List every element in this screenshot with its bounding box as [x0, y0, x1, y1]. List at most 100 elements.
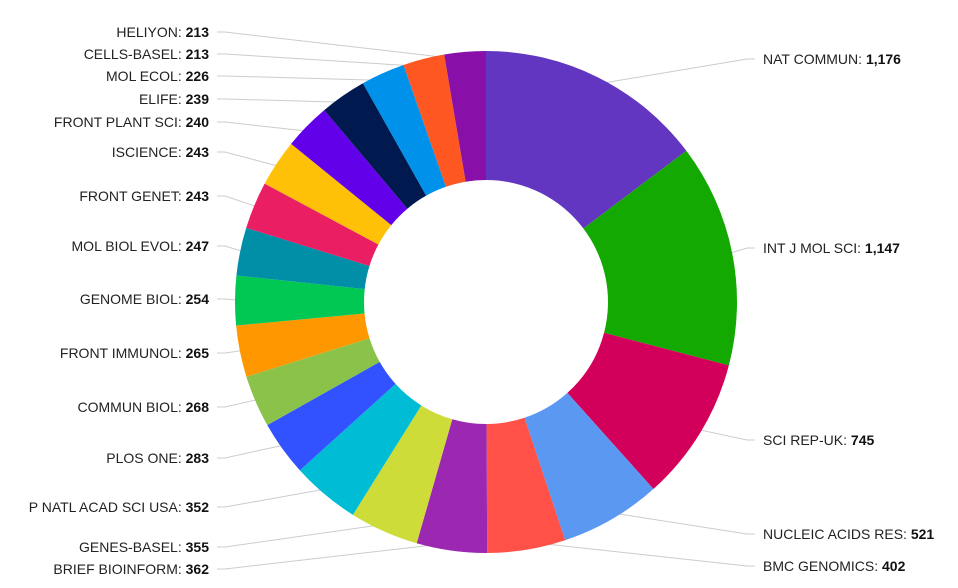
data-label-separator: :: [178, 46, 186, 62]
donut-slice-sci-rep-uk[interactable]: [567, 332, 729, 490]
data-label-value: 402: [882, 558, 906, 574]
data-label-separator: :: [178, 68, 186, 84]
data-label-separator: :: [874, 558, 882, 574]
leader-line: [217, 121, 313, 133]
donut-slice-cells-basel[interactable]: [403, 54, 466, 187]
data-label-separator: :: [858, 51, 866, 67]
donut-slice-front-genet[interactable]: [246, 183, 379, 266]
donut-slice-mol-ecol[interactable]: [362, 64, 446, 196]
data-label: HELIYON: 213: [116, 24, 209, 40]
data-label-category: BMC GENOMICS: [763, 558, 874, 574]
donut-slice-plos-one[interactable]: [267, 361, 396, 471]
data-label-separator: :: [857, 240, 865, 256]
donut-slice-genome-biol[interactable]: [235, 275, 365, 326]
data-label: MOL ECOL: 226: [106, 68, 209, 84]
data-label-value: 268: [186, 399, 210, 415]
donut-slice-p-natl-acad-sci-usa[interactable]: [299, 383, 422, 515]
data-label: GENOME BIOL: 254: [80, 291, 209, 307]
data-label-value: 745: [851, 432, 875, 448]
leader-line: [217, 397, 264, 408]
donut-slice-nucleic-acids-res[interactable]: [524, 392, 654, 541]
data-label: NAT COMMUN: 1,176: [763, 51, 901, 67]
data-label-value: 355: [186, 539, 210, 555]
data-label-separator: :: [178, 539, 186, 555]
data-label: FRONT PLANT SCI: 240: [54, 114, 209, 130]
leader-line: [217, 98, 348, 103]
data-label-category: FRONT IMMUNOL: [60, 345, 178, 361]
data-label-value: 265: [186, 345, 210, 361]
leader-line: [217, 195, 262, 209]
donut-slice-front-plant-sci[interactable]: [291, 110, 408, 226]
data-label-value: 1,176: [866, 51, 901, 67]
donut-slice-commun-biol[interactable]: [246, 338, 380, 426]
data-label-category: GENOME BIOL: [80, 291, 178, 307]
data-label: PLOS ONE: 283: [106, 450, 209, 466]
data-label: ELIFE: 239: [139, 91, 209, 107]
data-label: SCI REP-UK: 745: [763, 432, 874, 448]
data-label-value: 240: [186, 114, 210, 130]
data-label-separator: :: [843, 432, 851, 448]
data-label: NUCLEIC ACIDS RES: 521: [763, 526, 934, 542]
data-label-category: ELIFE: [139, 91, 178, 107]
data-label-value: 243: [186, 144, 210, 160]
data-label-separator: :: [903, 526, 911, 542]
donut-slice-genes-basel[interactable]: [352, 405, 453, 544]
data-label-value: 254: [186, 291, 210, 307]
data-label-category: FRONT GENET: [79, 188, 180, 204]
donut-slice-iscience[interactable]: [264, 143, 392, 245]
data-label-category: CELLS-BASEL: [84, 46, 178, 62]
leader-line: [594, 58, 755, 85]
data-label: FRONT IMMUNOL: 265: [60, 345, 209, 361]
donut-slice-front-immunol[interactable]: [236, 313, 370, 377]
leader-line: [217, 75, 387, 81]
data-label-separator: :: [178, 450, 186, 466]
data-label-separator: :: [178, 91, 186, 107]
leader-line: [217, 487, 331, 508]
data-label-value: 521: [911, 526, 935, 542]
donut-slice-brief-bioinform[interactable]: [416, 419, 488, 553]
data-label-value: 283: [186, 450, 210, 466]
data-label-separator: :: [178, 114, 186, 130]
data-label: INT J MOL SCI: 1,147: [763, 240, 900, 256]
data-label-value: 352: [186, 499, 210, 515]
data-label: COMMUN BIOL: 268: [78, 399, 210, 415]
leader-line: [217, 53, 426, 68]
leader-line: [607, 511, 755, 535]
data-label-separator: :: [178, 238, 186, 254]
data-label-category: MOL BIOL EVOL: [72, 238, 179, 254]
donut-slice-mol-biol-evol[interactable]: [236, 227, 370, 290]
data-label-category: NAT COMMUN: [763, 51, 858, 67]
data-label-category: PLOS ONE: [106, 450, 178, 466]
leader-line: [693, 428, 755, 441]
data-label-value: 226: [186, 68, 210, 84]
data-label: P NATL ACAD SCI USA: 352: [29, 499, 209, 515]
donut-slice-heliyon[interactable]: [444, 51, 486, 182]
data-label: BMC GENOMICS: 402: [763, 558, 906, 574]
donut-slice-elife[interactable]: [324, 83, 427, 209]
leader-line: [217, 523, 388, 548]
data-label-category: BRIEF BIOINFORM: [53, 561, 177, 577]
data-label: FRONT GENET: 243: [79, 188, 209, 204]
leader-line: [217, 443, 289, 459]
data-label-separator: :: [178, 345, 186, 361]
data-label-category: P NATL ACAD SCI USA: [29, 499, 179, 515]
data-label-separator: :: [178, 24, 186, 40]
leader-line: [217, 542, 453, 570]
data-label-value: 213: [186, 46, 210, 62]
donut-slice-nat-commun[interactable]: [486, 51, 687, 229]
donut-slice-int-j-mol-sci[interactable]: [583, 150, 737, 366]
data-label-value: 243: [186, 188, 210, 204]
data-label-value: 1,147: [865, 240, 900, 256]
data-label-category: ISCIENCE: [112, 144, 178, 160]
data-label-separator: :: [178, 561, 186, 577]
data-label-separator: :: [178, 399, 186, 415]
data-label-value: 247: [186, 238, 210, 254]
data-label-value: 213: [186, 24, 210, 40]
donut-slice-bmc-genomics[interactable]: [486, 417, 566, 553]
data-label-category: NUCLEIC ACIDS RES: [763, 526, 903, 542]
leader-line: [525, 541, 755, 567]
data-label-separator: :: [178, 144, 186, 160]
data-label-category: GENES-BASEL: [79, 539, 178, 555]
data-label-category: MOL ECOL: [106, 68, 178, 84]
